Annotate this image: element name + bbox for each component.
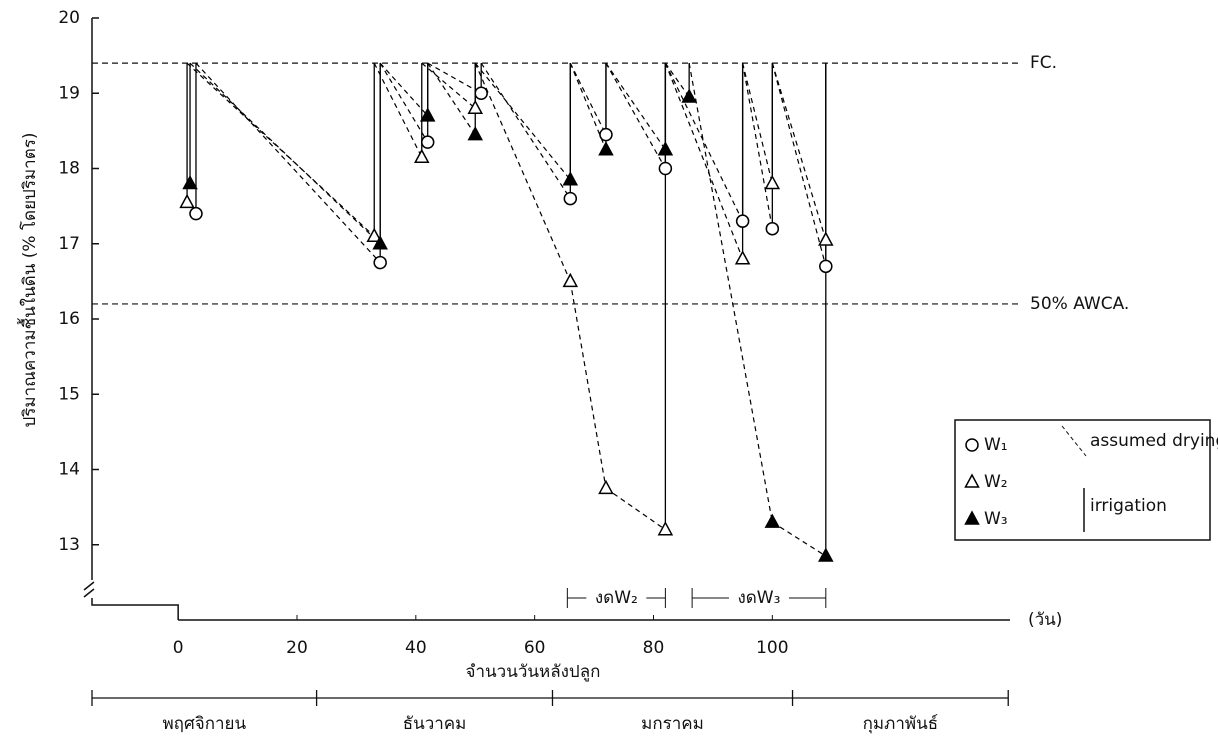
drying-line [772,63,825,240]
data-point [599,481,612,493]
y-tick-label: 13 [58,535,80,555]
legend-label: assumed drying [1090,431,1218,451]
month-label: พฤศจิกายน [162,714,246,734]
y-tick-label: 18 [58,159,80,179]
y-tick-label: 16 [58,309,80,329]
drying-line [606,488,665,529]
drying-line [190,63,380,244]
y-axis-label: ปริมาณความชื้นในดิน (% โดยปริมาตร) [17,132,40,427]
drying-line [606,63,665,168]
month-label: มกราคม [641,714,704,734]
drying-line [475,63,570,281]
data-point [422,136,434,148]
x-tick-label: 0 [173,638,184,658]
legend-label: irrigation [1090,496,1167,516]
y-tick-label: 14 [58,460,80,480]
x-tick-label: 80 [643,638,665,658]
data-point [190,208,202,220]
data-point [564,274,577,286]
x-tick-label: 60 [524,638,546,658]
x-tick-label: 40 [405,638,427,658]
data-point [599,143,612,155]
drying-line [374,63,422,157]
skip-label: งดW₃ [737,588,780,608]
drying-line [689,63,772,522]
y-tick-label: 20 [58,8,80,28]
x-tick-label: 20 [286,638,308,658]
drying-line [665,63,742,259]
y-tick-label: 19 [58,83,80,103]
reference-label: 50% AWCA. [1030,294,1129,314]
drying-line [772,522,825,556]
drying-line [428,63,481,93]
data-point [181,195,194,207]
data-point [564,173,577,185]
drying-line [772,63,825,266]
x-tick-label: 100 [756,638,788,658]
legend-label: W₁ [984,435,1008,455]
x-axis-label: จำนวนวันหลังปลูก [466,662,601,682]
y-axis-foot [92,598,178,620]
legend-label: W₂ [984,472,1008,492]
month-label: ธันวาคม [403,714,467,734]
data-point [659,523,672,535]
drying-line [481,63,570,198]
drying-line [743,63,773,229]
data-point [766,223,778,235]
drying-line [380,63,428,142]
data-point [820,260,832,272]
x-unit: (วัน) [1028,610,1062,630]
skip-label: งดW₂ [595,588,638,608]
data-point [469,101,482,113]
drying-line [570,281,606,488]
drying-line [570,63,606,134]
legend-marker [966,439,978,451]
drying-line [606,63,665,150]
drying-line [428,63,476,134]
data-point [819,233,832,245]
data-point [737,215,749,227]
data-point [374,257,386,269]
data-point [415,150,428,162]
chart: ปริมาณความชื้นในดิน (% โดยปริมาตร) จำนวน… [0,0,1218,740]
drying-line [475,63,570,180]
drying-line [743,63,773,183]
data-point [659,163,671,175]
data-point [819,549,832,561]
data-point [184,177,197,189]
data-point [475,87,487,99]
data-point [600,129,612,141]
drying-line [187,63,374,236]
drying-line [665,63,742,221]
data-point [766,515,779,527]
data-point [469,128,482,140]
data-point [766,177,779,189]
reference-label: FC. [1030,53,1057,73]
y-tick-label: 17 [58,234,80,254]
drying-line [196,63,380,262]
data-point [564,193,576,205]
y-tick-label: 15 [58,384,80,404]
axis-break [84,582,94,597]
data-point [736,252,749,264]
data-point [659,143,672,155]
data-point [683,90,696,102]
legend-label: W₃ [984,509,1008,529]
month-label: กุมภาพันธ์ [863,714,938,734]
